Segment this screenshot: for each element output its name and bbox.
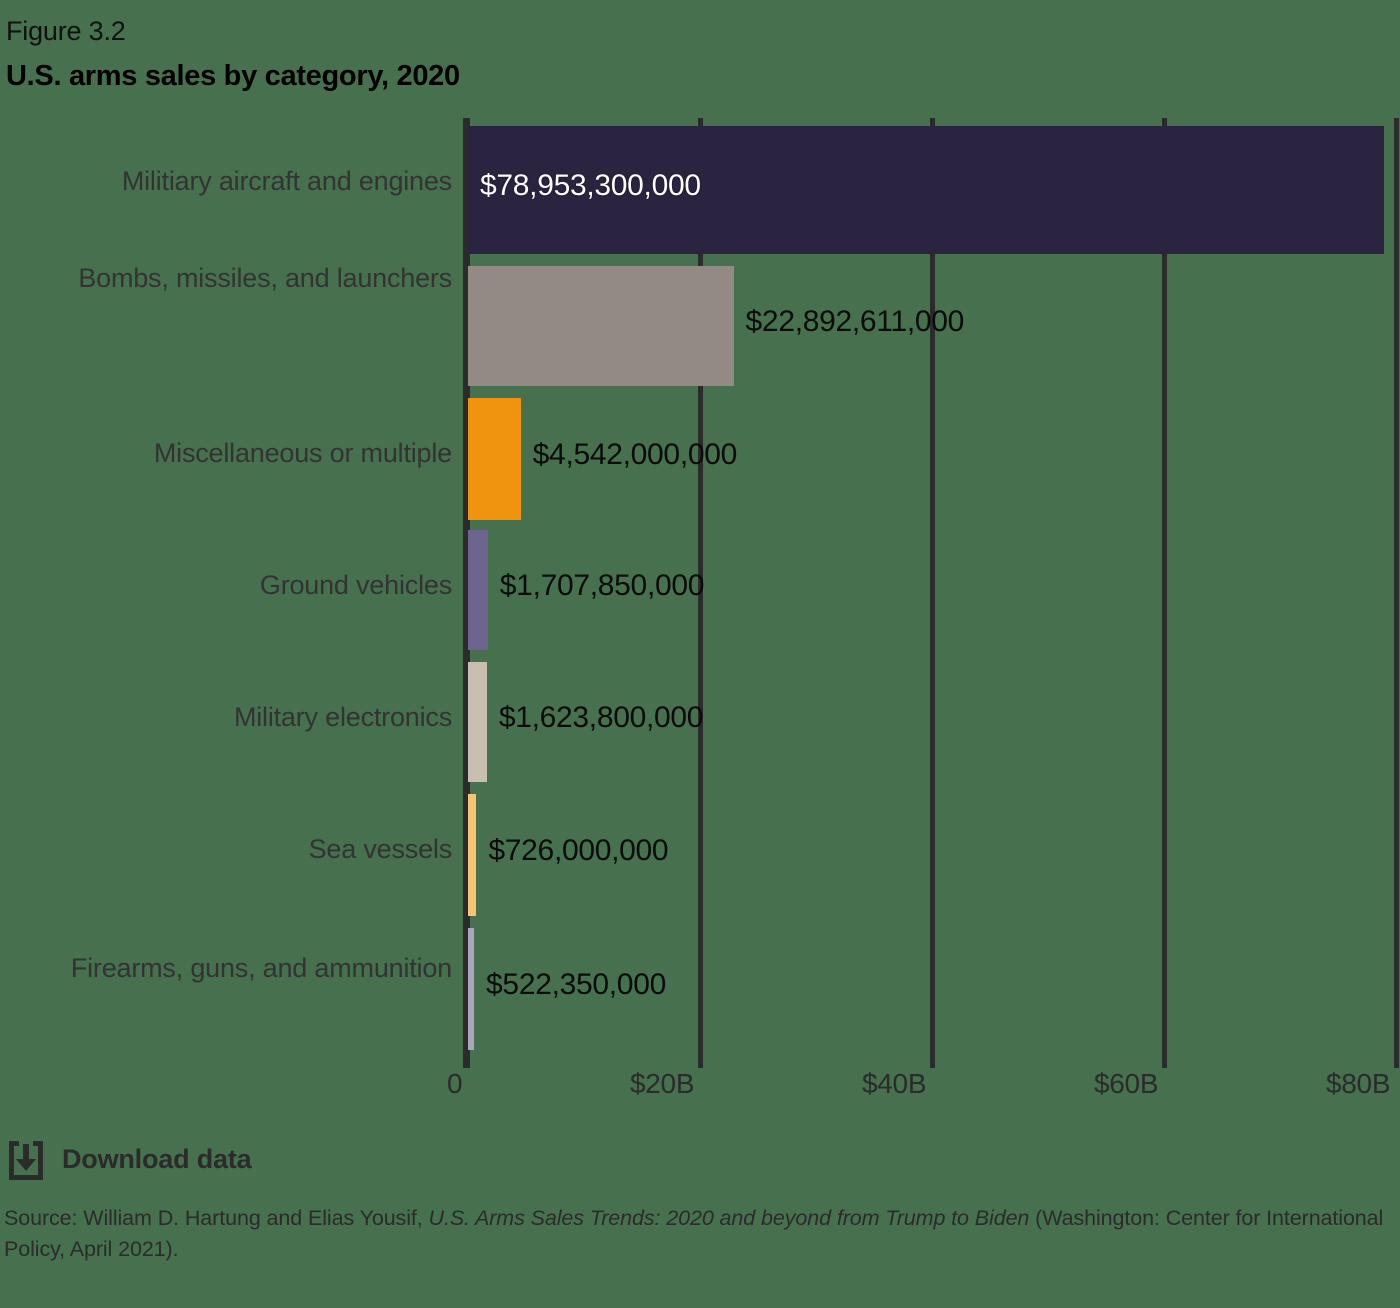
gridline — [698, 118, 703, 1068]
category-label: Militiary aircraft and engines — [121, 166, 452, 196]
bar-value-label: $1,707,850,000 — [499, 569, 705, 602]
category-label: Firearms, guns, and ammunition — [70, 953, 452, 983]
category-label: Bombs, missiles, and launchers — [78, 263, 452, 293]
page-title: U.S. arms sales by category, 2020 — [6, 60, 460, 92]
bar-value-label: $22,892,611,000 — [745, 305, 965, 338]
x-tick-label: $40B — [862, 1068, 927, 1099]
bar-value-label: $1,623,800,000 — [498, 701, 704, 734]
bar[interactable] — [468, 794, 477, 916]
bar-value-label: $522,350,000 — [486, 968, 666, 1001]
bar[interactable] — [468, 126, 1384, 254]
bar[interactable] — [468, 662, 487, 782]
gridline — [930, 118, 935, 1068]
category-label: Ground vehicles — [259, 570, 452, 600]
x-tick-label: $20B — [630, 1068, 695, 1099]
download-data-button[interactable]: Download data — [6, 1134, 252, 1184]
gridline — [1162, 118, 1167, 1068]
category-label: Sea vessels — [308, 834, 453, 864]
gridline — [1394, 118, 1399, 1068]
source-note: Source: William D. Hartung and Elias You… — [4, 1203, 1396, 1264]
bar[interactable] — [468, 928, 475, 1050]
bar-value-label: $726,000,000 — [488, 834, 669, 867]
chart-plot-area: Militiary aircraft and engines $78,953,30… — [0, 118, 1400, 1068]
source-suffix: (Washington: Center for International Po… — [4, 1206, 1384, 1261]
bar-value-label: $78,953,300,000 — [480, 169, 701, 202]
download-data-label: Download data — [62, 1143, 252, 1174]
figure-number: Figure 3.2 — [6, 16, 126, 46]
x-tick-label: $60B — [1094, 1068, 1159, 1099]
download-icon — [6, 1138, 46, 1180]
x-tick-label: $80B — [1326, 1068, 1391, 1099]
bar-value-label: $4,542,000,000 — [532, 438, 738, 471]
source-italic-title: U.S. Arms Sales Trends: 2020 and beyond … — [428, 1206, 1030, 1230]
bar[interactable] — [468, 398, 521, 520]
x-tick-label: 0 — [447, 1068, 463, 1099]
x-axis: 0 $20B $40B $60B $80B — [0, 1068, 1400, 1108]
bar[interactable] — [468, 530, 488, 650]
y-axis-line — [463, 118, 470, 1068]
category-label: Military electronics — [233, 702, 452, 732]
bar[interactable] — [468, 266, 734, 386]
category-label: Miscellaneous or multiple — [153, 438, 452, 468]
source-prefix: Source: William D. Hartung and Elias You… — [4, 1206, 429, 1230]
